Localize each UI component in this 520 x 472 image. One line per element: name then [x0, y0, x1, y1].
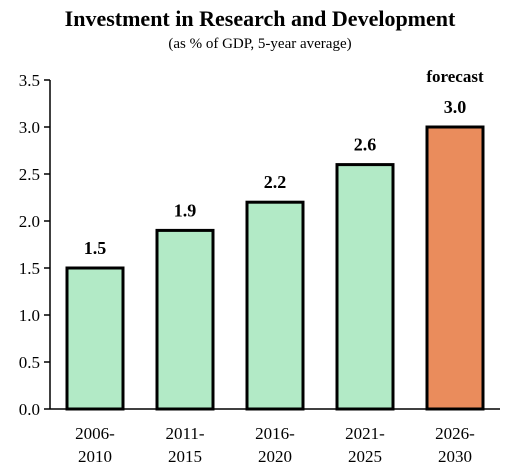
y-tick-label: 0.0	[19, 400, 40, 419]
x-tick-label: 2015	[168, 447, 202, 466]
y-tick-label: 2.5	[19, 165, 40, 184]
labels: 1.5 2006- 2010 1.9 2011- 2015 2.2 2016- 2020 2.6 2…	[75, 67, 484, 466]
y-tick-label: 0.5	[19, 353, 40, 372]
bar	[245, 200, 305, 411]
bar	[155, 228, 215, 411]
bar-value-label: 1.5	[84, 238, 107, 258]
axes: 0.0 0.5 1.0 1.5 2.0 2.5 3.0 3.5	[19, 71, 500, 419]
x-tick-label: 2021-	[345, 424, 385, 443]
x-tick-label: 2030	[438, 447, 472, 466]
x-tick-label: 2025	[348, 447, 382, 466]
x-tick-label: 2006-	[75, 424, 115, 443]
x-tick-label: 2016-	[255, 424, 295, 443]
bar-value-label: 3.0	[444, 97, 467, 117]
x-tick-label: 2026-	[435, 424, 475, 443]
bar	[65, 266, 125, 411]
chart-title: Investment in Research and Development	[64, 6, 456, 31]
x-tick-label: 2011-	[165, 424, 204, 443]
y-tick-label: 3.0	[19, 118, 40, 137]
y-tick-label: 1.5	[19, 259, 40, 278]
bar-value-label: 2.6	[354, 135, 377, 155]
chart-subtitle: (as % of GDP, 5-year average)	[168, 36, 352, 52]
x-tick-label: 2020	[258, 447, 292, 466]
forecast-annotation: forecast	[426, 67, 484, 86]
bar-value-label: 2.2	[264, 172, 287, 192]
y-tick-label: 2.0	[19, 212, 40, 231]
bar	[335, 163, 395, 411]
bar-value-label: 1.9	[174, 200, 197, 220]
bars	[65, 125, 485, 411]
x-tick-label: 2010	[78, 447, 112, 466]
y-tick-label: 1.0	[19, 306, 40, 325]
y-tick-label: 3.5	[19, 71, 40, 90]
bar-forecast	[425, 125, 485, 411]
